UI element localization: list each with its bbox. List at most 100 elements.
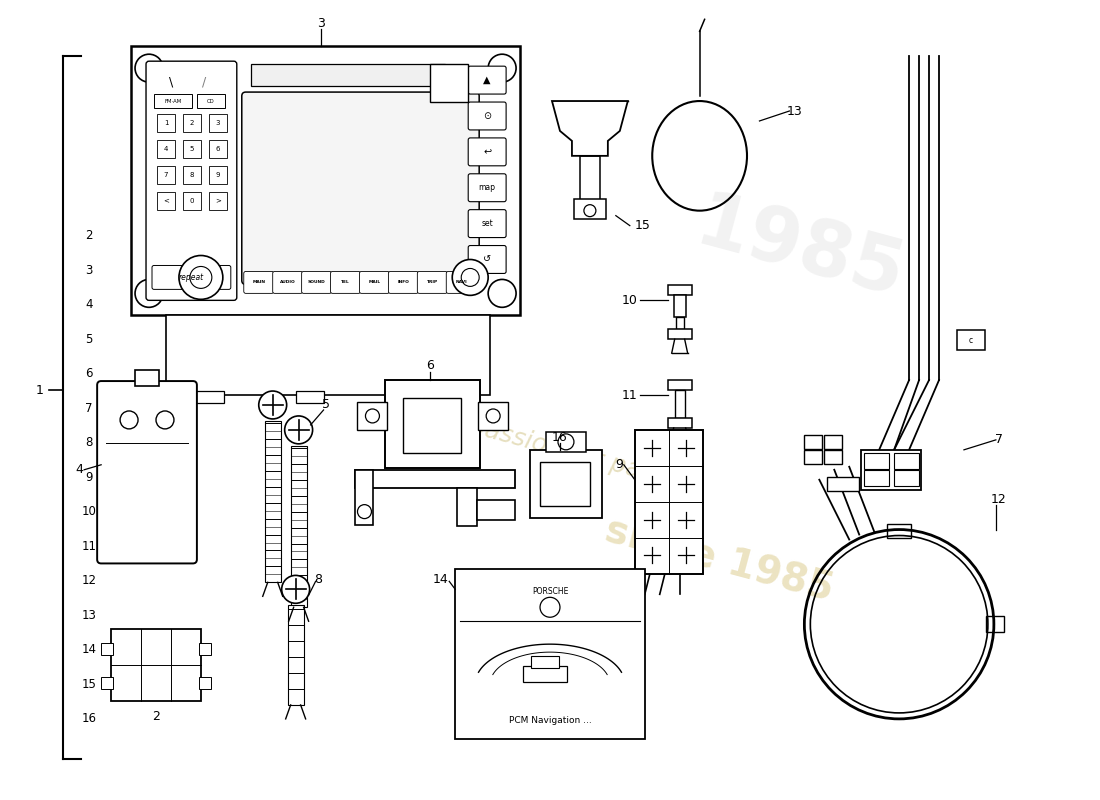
Bar	[358, 402, 387, 430]
Text: 1: 1	[35, 383, 43, 397]
Text: 4: 4	[75, 463, 84, 476]
Text: 12: 12	[81, 574, 97, 587]
Text: 6: 6	[427, 358, 434, 372]
Bar	[804, 450, 823, 464]
Text: 4: 4	[164, 146, 168, 152]
Circle shape	[156, 411, 174, 429]
FancyBboxPatch shape	[447, 271, 476, 294]
Bar	[296, 391, 323, 403]
Bar	[209, 166, 227, 184]
Bar	[183, 114, 201, 132]
Bar	[455, 570, 645, 739]
Text: 14: 14	[432, 573, 449, 586]
Text: 2: 2	[86, 229, 92, 242]
Text: PCM Navigation ...: PCM Navigation ...	[508, 716, 592, 726]
Text: 6: 6	[86, 367, 92, 380]
Text: AUDIO: AUDIO	[279, 281, 296, 285]
Bar	[524, 666, 567, 682]
Text: TRIP: TRIP	[427, 281, 438, 285]
Text: 3: 3	[317, 17, 324, 30]
Text: <: <	[163, 198, 169, 204]
Bar	[674, 390, 684, 418]
Bar	[183, 140, 201, 158]
Text: 11: 11	[621, 389, 638, 402]
Text: 15: 15	[81, 678, 97, 691]
Circle shape	[452, 259, 488, 295]
Text: 4: 4	[86, 298, 92, 311]
Bar	[477, 500, 515, 519]
Bar	[635, 430, 703, 574]
Bar	[887, 523, 911, 538]
Text: 1985: 1985	[688, 187, 912, 314]
Circle shape	[179, 255, 223, 299]
Circle shape	[282, 575, 309, 603]
Bar	[288, 606, 304, 705]
Bar	[154, 94, 191, 108]
Text: NAVI: NAVI	[455, 281, 468, 285]
Text: 14: 14	[81, 643, 97, 656]
Bar	[183, 192, 201, 210]
Bar	[458, 488, 477, 526]
Text: MAIN: MAIN	[252, 281, 265, 285]
FancyBboxPatch shape	[469, 174, 506, 202]
Text: 13: 13	[81, 609, 97, 622]
Bar	[209, 140, 227, 158]
Bar	[668, 380, 692, 390]
Bar	[265, 421, 280, 582]
Text: a passion for parts: a passion for parts	[444, 408, 675, 492]
Bar	[209, 114, 227, 132]
Text: 15: 15	[635, 219, 651, 232]
Text: 6: 6	[216, 146, 220, 152]
Bar	[957, 330, 984, 350]
Text: 13: 13	[786, 105, 802, 118]
FancyBboxPatch shape	[242, 92, 480, 285]
Bar	[580, 156, 600, 201]
Circle shape	[190, 266, 212, 288]
Text: since 1985: since 1985	[602, 510, 838, 608]
Bar	[101, 643, 113, 655]
Bar	[290, 446, 307, 607]
Bar	[199, 643, 211, 655]
Bar	[668, 286, 692, 295]
Text: 8: 8	[315, 573, 322, 586]
Bar	[673, 295, 685, 318]
FancyBboxPatch shape	[388, 271, 418, 294]
Text: 3: 3	[86, 263, 92, 277]
Circle shape	[674, 440, 684, 450]
Text: 11: 11	[81, 540, 97, 553]
Text: set: set	[482, 219, 493, 228]
Text: repeat: repeat	[178, 273, 204, 282]
Text: MAIL: MAIL	[368, 281, 381, 285]
Bar	[196, 391, 223, 403]
Bar	[183, 166, 201, 184]
Bar	[574, 198, 606, 218]
Text: 8: 8	[189, 172, 195, 178]
Bar	[865, 470, 889, 486]
Bar	[478, 402, 508, 430]
Circle shape	[358, 505, 372, 518]
Text: ↺: ↺	[483, 254, 492, 265]
Text: 7: 7	[86, 402, 92, 414]
Circle shape	[285, 416, 312, 444]
Circle shape	[584, 205, 596, 217]
FancyBboxPatch shape	[146, 61, 236, 300]
Text: 8: 8	[86, 436, 92, 450]
FancyBboxPatch shape	[244, 271, 274, 294]
Text: 12: 12	[991, 493, 1006, 506]
Text: 1: 1	[164, 120, 168, 126]
Bar	[157, 166, 175, 184]
Bar	[824, 435, 843, 449]
Circle shape	[488, 279, 516, 307]
Text: 7: 7	[994, 434, 1003, 446]
Circle shape	[258, 391, 287, 419]
Text: ⊙: ⊙	[483, 111, 492, 121]
FancyBboxPatch shape	[469, 138, 506, 166]
Text: 9: 9	[216, 172, 220, 178]
Bar	[894, 470, 920, 486]
Bar	[157, 192, 175, 210]
Text: 2: 2	[152, 710, 160, 723]
Bar	[355, 470, 515, 488]
Text: 5: 5	[189, 146, 194, 152]
Text: ↩: ↩	[483, 147, 492, 157]
Text: /: /	[201, 76, 206, 89]
